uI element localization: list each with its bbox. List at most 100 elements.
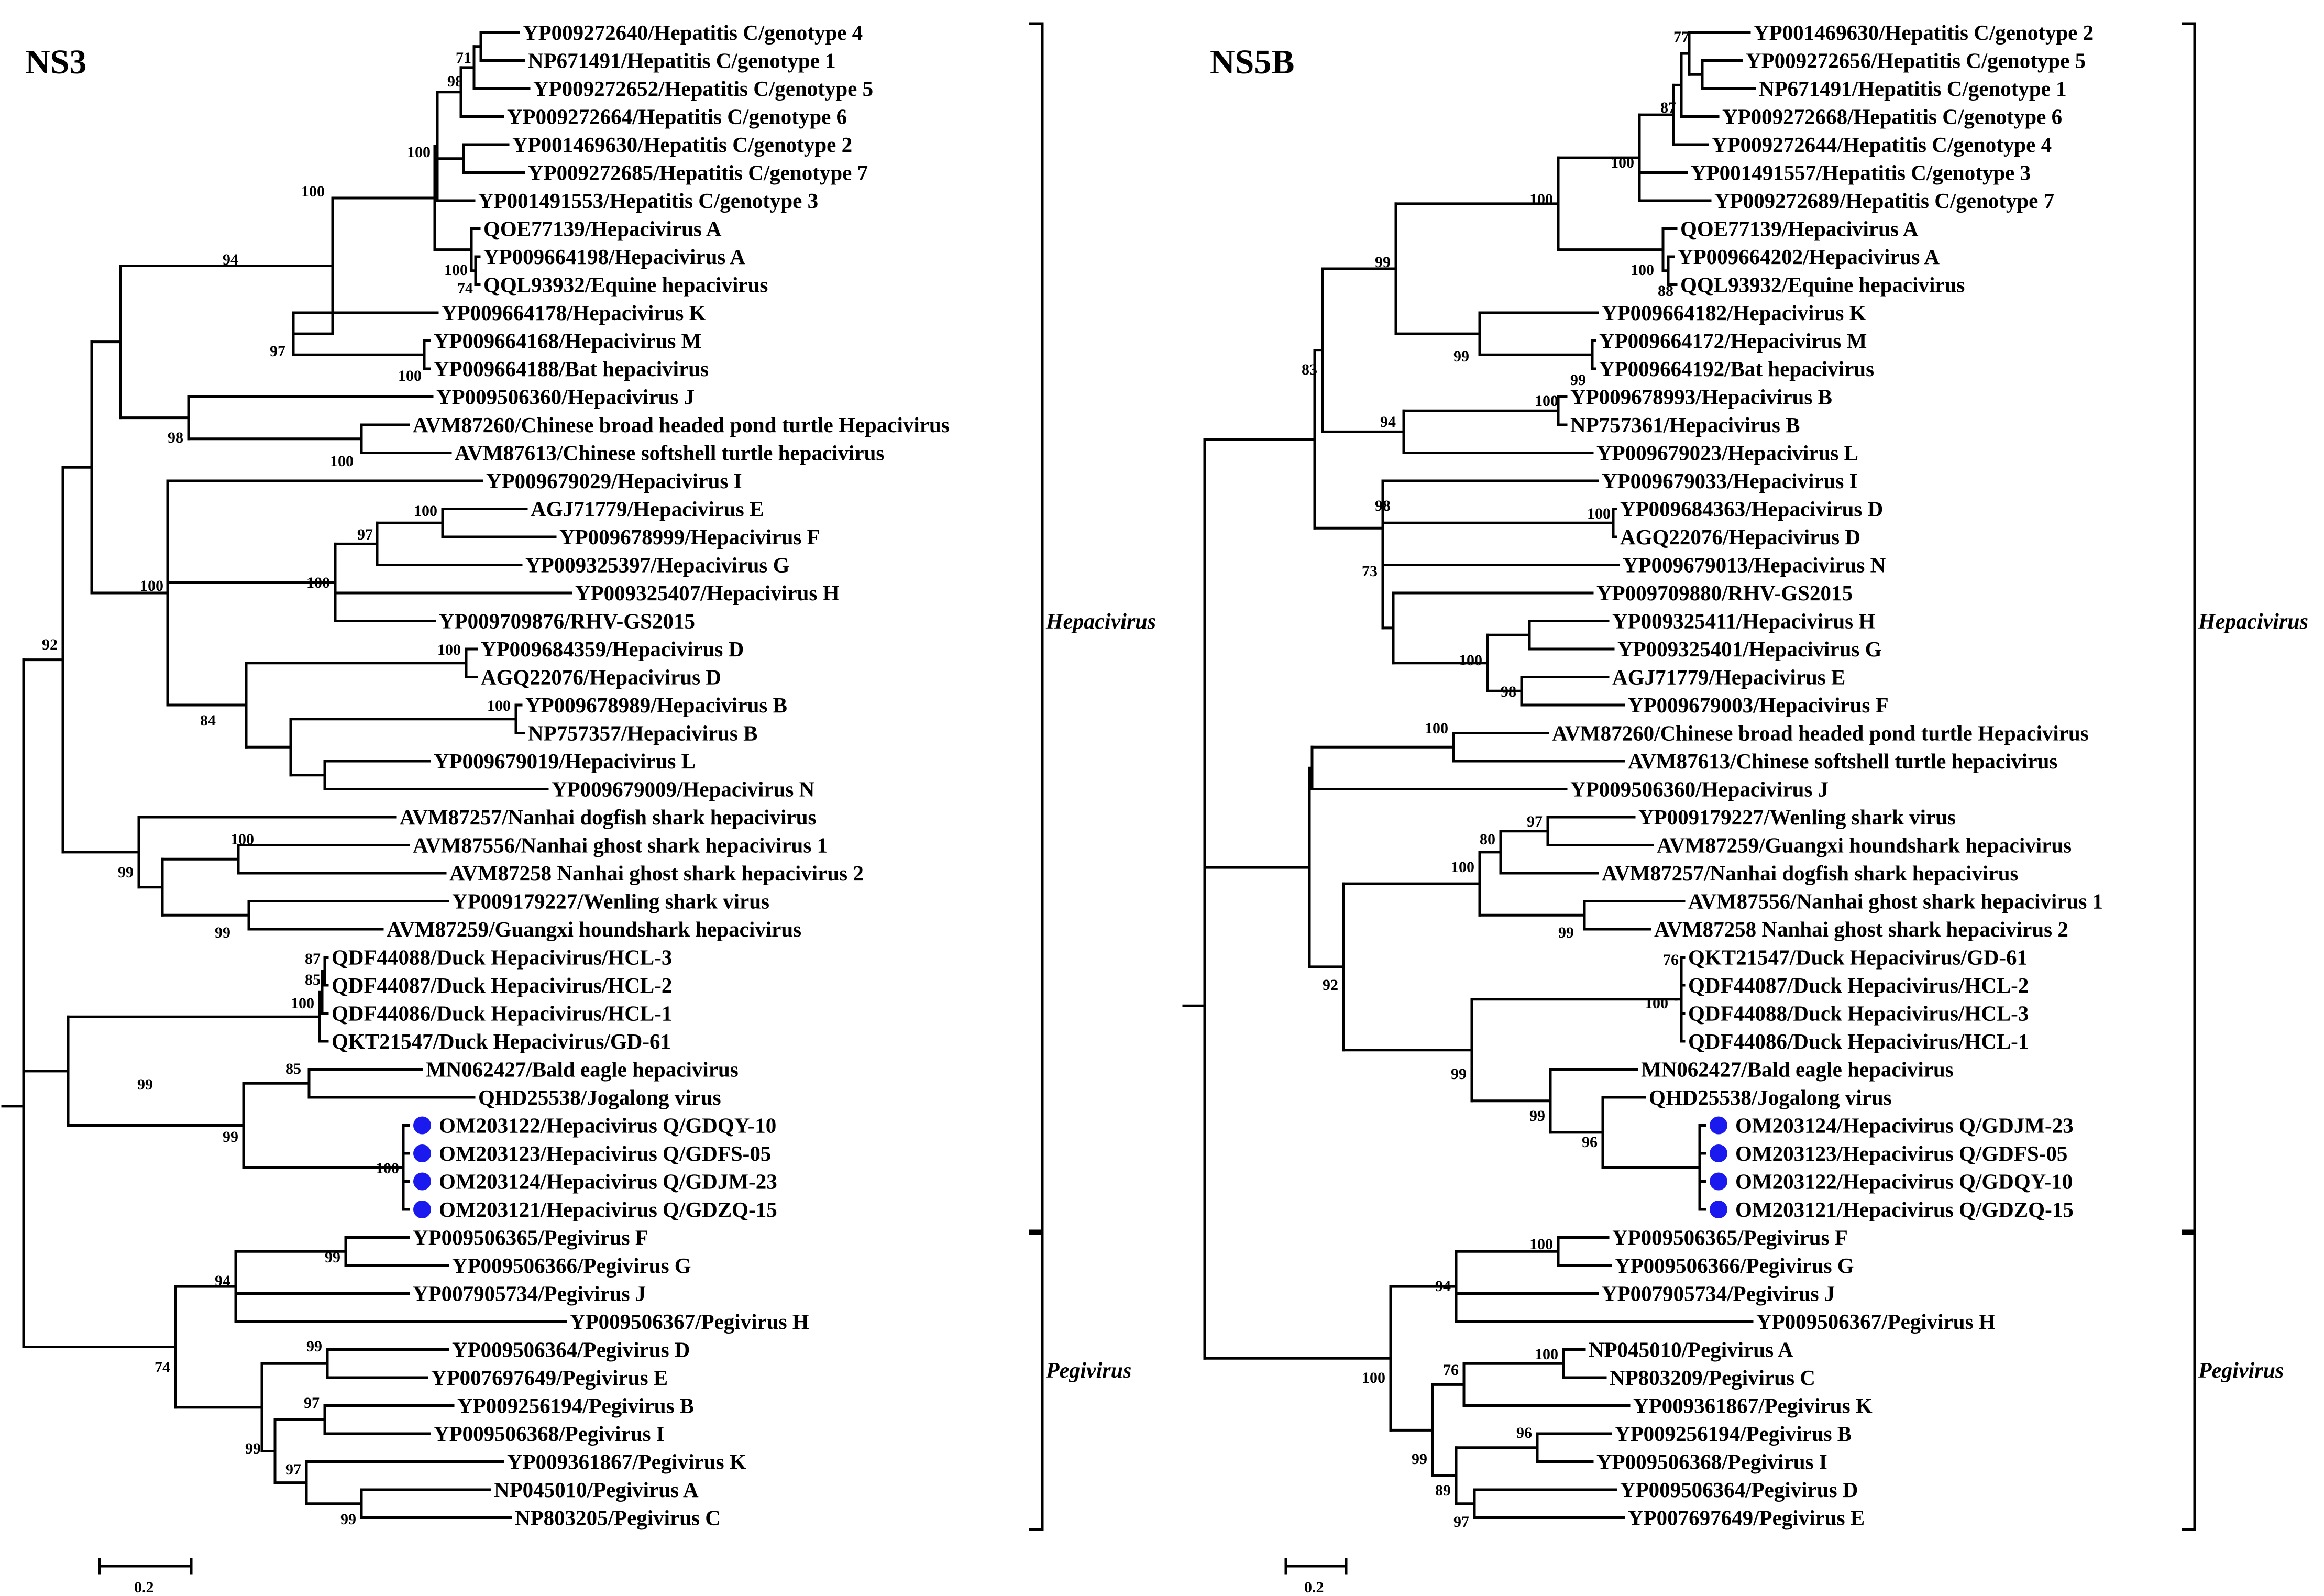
ns5b-leaf-label: AVM87257/Nanhai dogfish shark hepaciviru… [1602,861,2018,885]
ns3-scale-bar-line [98,1558,193,1575]
ns3-bootstrap-value: 99 [306,1338,322,1355]
ns5b-bootstrap-value: 76 [1663,951,1679,968]
ns3-leaf-label: NP045010/Pegivirus A [494,1478,699,1502]
ns3-leaf-label: YP007697649/Pegivirus E [431,1366,668,1390]
ns5b-bootstrap-value: 98 [1501,683,1516,700]
ns3-bootstrap-value: 74 [457,280,473,297]
ns3-bootstrap-value: 99 [118,864,134,881]
ns3-leaf-label: AVM87259/Guangxi houndshark hepacivirus [387,917,801,941]
ns5b-hepacivirus-bracket: Hepacivirus [2182,22,2308,1232]
ns3-branches [1,31,572,1519]
ns3-leaf-label: OM203121/Hepacivirus Q/GDZQ-15 [439,1197,777,1221]
ns5b-leaf-label: YP009709880/RHV-GS2015 [1596,581,1853,605]
ns5b-leaf-label: YP009506368/Pegivirus I [1596,1450,1827,1474]
ns3-leaf-label: OM203122/Hepacivirus Q/GDQY-10 [439,1114,776,1138]
ns3-hepacivirus-bracket-line [1029,22,1044,1232]
ns5b-leaf-label: YP007697649/Pegivirus E [1628,1506,1865,1530]
ns5b-new-strain-marker [1710,1144,1727,1162]
ns3-new-strain-marker [413,1116,431,1135]
ns3-tree-panel: NS3 YP009272640/Hepatitis C/genotype 4 NP… [1,20,1156,1596]
ns3-leaf-label: YP009325397/Hepacivirus G [525,553,790,577]
ns5b-leaf-label: QDF44087/Duck Hepacivirus/HCL-2 [1688,973,2029,997]
ns5b-leaf-label: YP001469630/Hepatitis C/genotype 2 [1754,20,2094,45]
ns5b-leaf-label: QDF44086/Duck Hepacivirus/HCL-1 [1688,1029,2029,1053]
ns5b-branches [1182,31,1756,1519]
ns3-leaf-label: YP009506360/Hepacivirus J [436,385,695,409]
ns3-leaf-label: YP009272652/Hepatitis C/genotype 5 [533,76,873,101]
ns3-bootstrap-value: 100 [330,453,354,470]
ns5b-scale-bar-label: 0.2 [1304,1579,1324,1596]
ns5b-bootstrap-value: 100 [1425,720,1448,737]
ns3-leaf-label: QHD25538/Jogalong virus [478,1085,721,1109]
ns3-bootstrap-value: 98 [168,429,183,446]
ns5b-bootstrap-value: 100 [1459,652,1482,669]
ns5b-leaf-label: YP009664192/Bat hepacivirus [1599,357,1874,381]
ns5b-bootstrap-value: 100 [1451,858,1474,876]
ns3-leaf-label: YP009506364/Pegivirus D [452,1338,690,1362]
ns5b-bootstrap-value: 77 [1673,28,1689,46]
ns3-bootstrap-values: 7198100741001001009794100981009710010010… [42,49,511,1528]
ns3-bootstrap-value: 99 [245,1440,261,1457]
ns5b-leaf-label: YP009679033/Hepacivirus I [1602,469,1858,493]
ns3-leaf-label: YP009664168/Hepacivirus M [434,329,701,353]
ns3-leaf-label: AVM87556/Nanhai ghost shark hepacivirus … [413,833,828,857]
ns5b-hepacivirus-clade-label: Hepacivirus [2198,610,2308,634]
ns3-leaf-label: YP009256194/Pegivirus B [457,1394,694,1418]
ns5b-bootstrap-value: 99 [1412,1450,1427,1468]
ns3-bootstrap-value: 98 [447,73,463,90]
ns5b-leaf-labels: YP001469630/Hepatitis C/genotype 2 YP0092… [1552,20,2103,1530]
ns3-bootstrap-value: 94 [215,1272,230,1290]
ns3-leaf-labels: YP009272640/Hepatitis C/genotype 4 NP6714… [332,20,950,1530]
ns5b-bootstrap-value: 94 [1380,413,1396,431]
ns3-bootstrap-value: 85 [305,971,321,988]
ns3-bootstrap-value: 100 [398,367,422,384]
ns3-leaf-label: YP009506365/Pegivirus F [413,1226,648,1250]
ns5b-leaf-label: QKT21547/Duck Hepacivirus/GD-61 [1688,945,2028,970]
ns3-bootstrap-value: 100 [376,1160,399,1177]
ns5b-leaf-label: YP009679013/Hepacivirus N [1623,553,1886,577]
ns5b-leaf-label: QDF44088/Duck Hepacivirus/HCL-3 [1688,1001,2029,1026]
ns5b-leaf-label: YP009664182/Hepacivirus K [1602,301,1866,325]
ns3-leaf-label: YP009664178/Hepacivirus K [442,301,706,325]
ns3-leaf-label: YP009664198/Hepacivirus A [483,245,745,269]
ns5b-bootstrap-value: 76 [1443,1361,1459,1379]
ns5b-bootstrap-value: 87 [1660,99,1676,116]
ns3-leaf-label: YP009679019/Hepacivirus L [434,749,696,773]
ns5b-leaf-label: OM203123/Hepacivirus Q/GDFS-05 [1735,1141,2067,1165]
ns5b-leaf-label: YP009679003/Hepacivirus F [1628,693,1889,717]
ns5b-leaf-label: OM203121/Hepacivirus Q/GDZQ-15 [1735,1197,2074,1221]
ns3-title: NS3 [25,43,86,81]
ns3-leaf-label: NP757357/Hepacivirus B [528,721,757,745]
ns3-bootstrap-value: 100 [230,831,254,848]
ns5b-leaf-label: AVM87260/Chinese broad headed pond turtl… [1552,721,2089,745]
ns5b-leaf-label: NP671491/Hepatitis C/genotype 1 [1759,76,2067,101]
ns5b-leaf-label: OM203122/Hepacivirus Q/GDQY-10 [1735,1170,2073,1194]
ns3-leaf-label: NP803205/Pegivirus C [515,1506,721,1530]
ns5b-bootstrap-value: 100 [1611,154,1634,171]
ns5b-leaf-label: AVM87258 Nanhai ghost shark hepacivirus … [1654,917,2068,941]
ns3-leaf-label: YP009679009/Hepacivirus N [552,777,815,801]
ns5b-bootstrap-value: 99 [1529,1107,1545,1125]
ns3-leaf-label: AGQ22076/Hepacivirus D [481,665,721,689]
ns3-bootstrap-value: 94 [223,251,238,268]
ns3-bootstrap-value: 100 [437,641,461,658]
ns5b-leaf-label: YP009361867/Pegivirus K [1633,1394,1873,1418]
ns3-leaf-label: OM203123/Hepacivirus Q/GDFS-05 [439,1141,771,1165]
ns3-hepacivirus-clade-label: Hepacivirus [1045,610,1156,634]
ns3-bootstrap-value: 99 [325,1249,340,1266]
ns5b-pegivirus-clade-label: Pegivirus [2198,1359,2284,1383]
ns5b-bootstrap-value: 100 [1535,1346,1558,1363]
ns5b-leaf-label: YP009272644/Hepatitis C/genotype 4 [1712,133,2052,157]
ns5b-bootstrap-value: 92 [1323,976,1338,994]
ns5b-leaf-label: AVM87259/Guangxi houndshark hepacivirus [1657,833,2072,857]
ns5b-bootstrap-value: 99 [1453,348,1469,365]
ns3-pegivirus-bracket: Pegivirus [1029,1232,1131,1531]
ns5b-bootstrap-value: 100 [1529,1236,1553,1253]
ns5b-bootstrap-value: 99 [1570,371,1586,389]
ns3-bootstrap-value: 97 [304,1394,320,1412]
ns5b-bootstrap-value: 100 [1529,191,1553,208]
ns5b-bootstrap-value: 100 [1535,392,1558,410]
ns3-leaf-label: QOE77139/Hepacivirus A [483,217,722,241]
ns5b-leaf-label: YP009679023/Hepacivirus L [1596,441,1858,465]
ns5b-bootstrap-value: 98 [1375,497,1391,514]
